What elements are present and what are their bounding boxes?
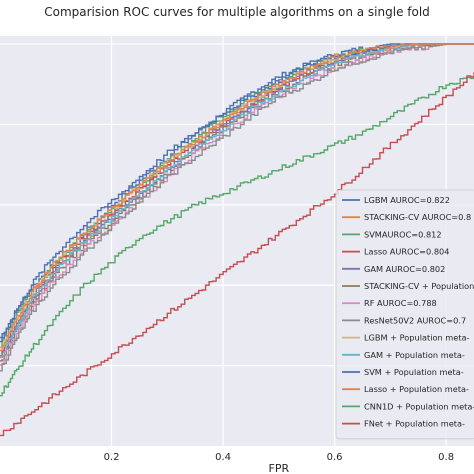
legend-entry-2: SVMAUROC=0.812 <box>364 229 442 239</box>
series-line-7 <box>0 43 474 372</box>
series-line-10 <box>0 43 474 343</box>
series-line-13 <box>0 72 474 437</box>
x-tick-label-3: 0.8 <box>438 452 454 463</box>
legend-entry-12: CNN1D + Population meta- <box>364 401 474 411</box>
x-axis-label: FPR <box>269 462 290 474</box>
x-tick-label-0: 0.2 <box>104 452 120 463</box>
series-line-11 <box>0 43 474 352</box>
legend: LGBM AUROC=0.822 STACKING-CV AUROC=0.8 SVM… <box>335 189 474 440</box>
legend-entry-4: GAM AUROC=0.802 <box>364 264 445 274</box>
legend-box <box>335 189 474 440</box>
x-tick-label-2: 0.6 <box>327 452 343 463</box>
legend-entry-0: LGBM AUROC=0.822 <box>364 195 450 205</box>
series-line-12 <box>0 76 474 397</box>
legend-entry-7: ResNet50V2 AUROC=0.7 <box>364 315 466 325</box>
x-tick-label-1: 0.4 <box>215 452 231 463</box>
legend-entry-13: FNet + Population meta- <box>364 419 465 429</box>
legend-entry-9: GAM + Population meta- <box>364 350 465 360</box>
legend-entry-3: Lasso AUROC=0.804 <box>364 247 449 257</box>
x-tick-labels: 0.2 0.4 0.6 0.8 <box>104 452 454 463</box>
legend-entry-11: Lasso + Population meta- <box>364 384 469 394</box>
legend-entry-5: STACKING-CV + Population <box>364 281 474 291</box>
legend-entry-8: LGBM + Population meta- <box>364 333 470 343</box>
legend-entry-10: SVM + Population meta- <box>364 367 464 377</box>
chart-title: Comparision ROC curves for multiple algo… <box>44 5 430 19</box>
series-lines <box>0 43 474 437</box>
legend-entry-6: RF AUROC=0.788 <box>364 298 437 308</box>
series-line-9 <box>0 43 474 358</box>
legend-entry-1: STACKING-CV AUROC=0.8 <box>364 212 471 222</box>
